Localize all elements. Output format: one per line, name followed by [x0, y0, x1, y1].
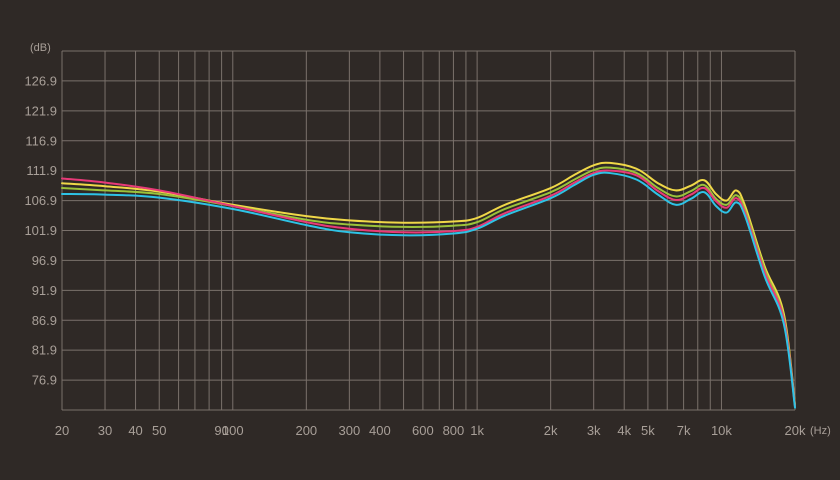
x-axis-unit-label: (Hz) [810, 425, 831, 437]
x-tick-label: 200 [295, 423, 317, 438]
x-tick-label: 2k [544, 423, 558, 438]
x-tick-label: 3k [587, 423, 601, 438]
y-tick-label: 121.9 [24, 103, 57, 118]
y-tick-label: 126.9 [24, 73, 57, 88]
x-tick-label: 100 [222, 423, 244, 438]
y-tick-label: 86.9 [32, 313, 57, 328]
x-tick-label: 30 [98, 423, 112, 438]
response-curve-2 [61, 166, 796, 407]
y-axis-tick-labels: 126.9 121.9 116.9 111.9 106.9 101.9 96.9 91.9 86… [24, 73, 57, 387]
y-tick-label: 116.9 [25, 133, 57, 148]
response-curve-1 [61, 161, 796, 406]
x-tick-label: 50 [152, 423, 166, 438]
x-tick-label: 20 [55, 423, 69, 438]
y-tick-label: 76.9 [32, 373, 57, 388]
y-tick-label: 91.9 [32, 283, 57, 298]
y-tick-label: 101.9 [24, 223, 57, 238]
x-tick-label: 300 [339, 423, 361, 438]
y-tick-label: 96.9 [32, 253, 57, 268]
x-tick-label: 40 [128, 423, 142, 438]
y-tick-label: 106.9 [24, 193, 57, 208]
response-curve-3 [61, 169, 796, 408]
x-tick-label: 20k [785, 423, 806, 438]
x-tick-label: 1k [470, 423, 484, 438]
x-tick-label: 800 [443, 423, 465, 438]
y-tick-label: 111.9 [26, 163, 57, 178]
x-tick-label: 5k [641, 423, 655, 438]
response-curve-4 [61, 171, 796, 409]
x-tick-label: 400 [369, 423, 391, 438]
y-tick-label: 81.9 [32, 343, 57, 358]
x-tick-label: 10k [711, 423, 732, 438]
x-tick-label: 600 [412, 423, 434, 438]
x-tick-label: 90 [214, 423, 228, 438]
x-tick-label: 7k [677, 423, 691, 438]
x-tick-label: 4k [617, 423, 631, 438]
horizontal-gridlines [62, 50, 795, 411]
y-axis-unit-label: (dB) [30, 42, 51, 54]
response-curves [61, 161, 796, 409]
